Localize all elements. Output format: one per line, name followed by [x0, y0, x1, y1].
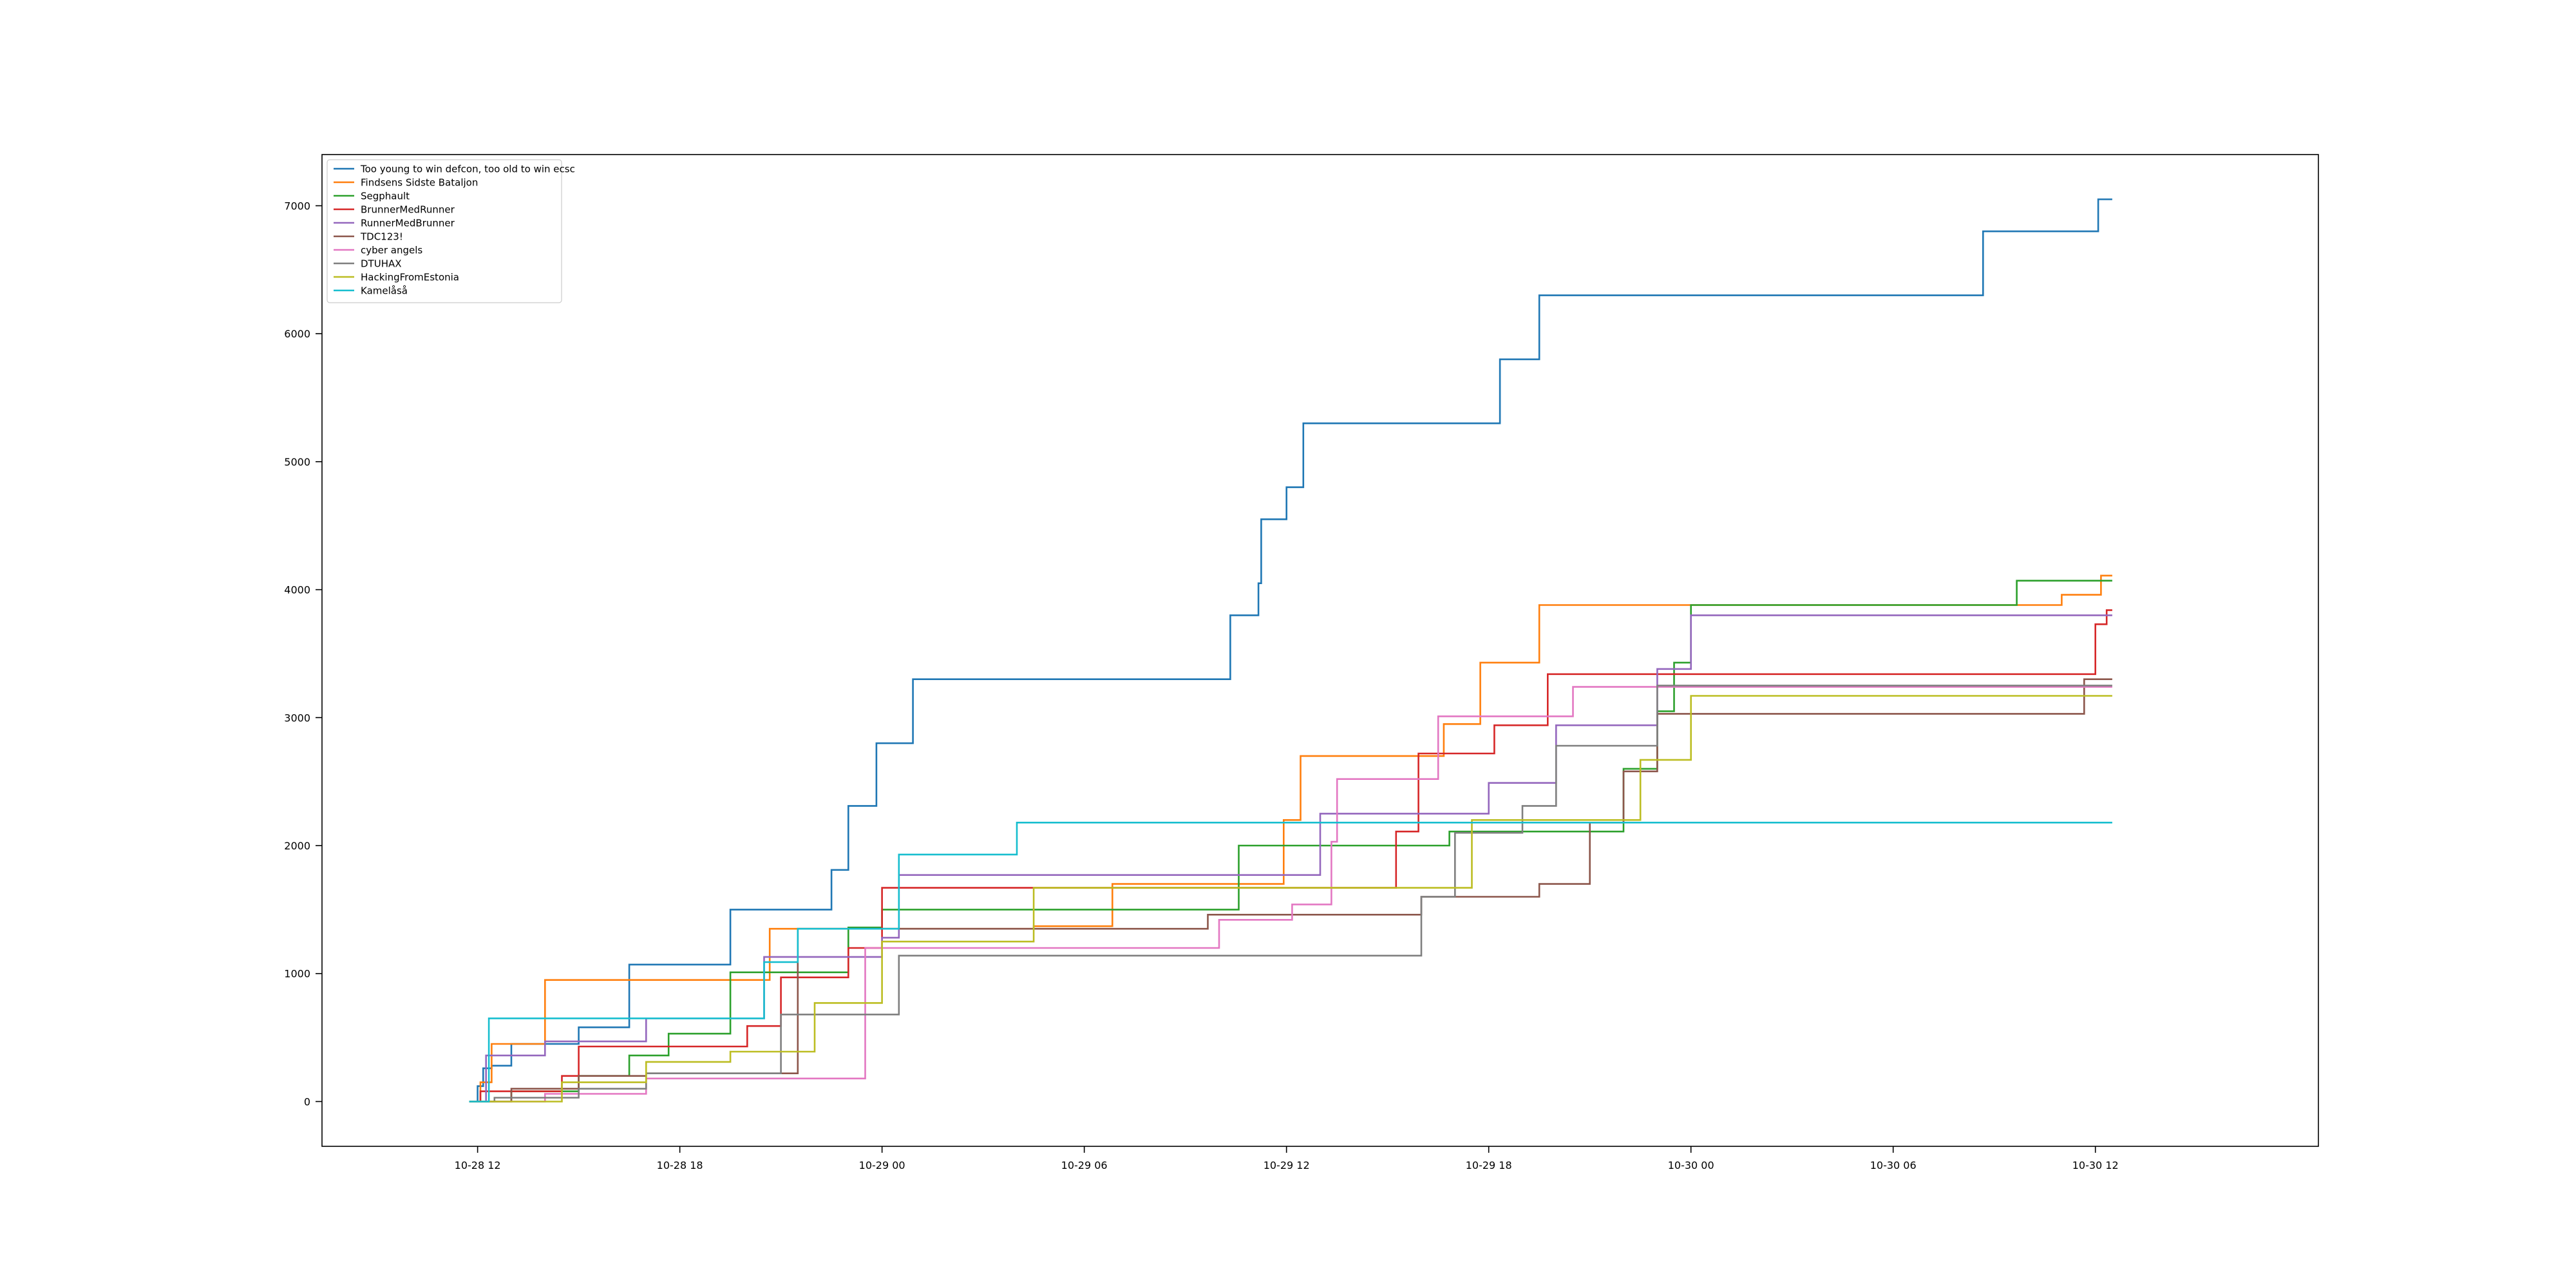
x-tick-label: 10-30 06 — [1870, 1159, 1917, 1171]
series-line-too-young-to-win-defcon-too-old-to-win-ecsc — [469, 198, 2112, 1103]
x-tick-label: 10-30 12 — [2072, 1159, 2119, 1171]
x-tick-label: 10-30 00 — [1668, 1159, 1714, 1171]
legend-label: RunnerMedBrunner — [361, 218, 455, 229]
legend-frame — [327, 159, 562, 303]
legend-label: BrunnerMedRunner — [361, 204, 455, 216]
x-tick-label: 10-28 18 — [657, 1159, 703, 1171]
axis-ticks: 10-28 12 10-28 18 10-29 00 10-29 06 10-29 12… — [284, 200, 2118, 1171]
legend-label: Kamelåså — [361, 285, 408, 297]
y-tick-label: 7000 — [284, 200, 310, 212]
y-tick-label: 1000 — [284, 968, 310, 980]
y-tick-label: 2000 — [284, 840, 310, 852]
series-line-hackingfromestonia — [469, 695, 2112, 1103]
y-tick-label: 3000 — [284, 712, 310, 724]
legend: Too young to win defcon, too old to win … — [327, 159, 575, 303]
legend-label: cyber angels — [361, 245, 422, 256]
legend-label: Too young to win defcon, too old to win … — [360, 164, 575, 175]
y-tick-label: 4000 — [284, 584, 310, 596]
x-tick-label: 10-29 18 — [1466, 1159, 1512, 1171]
legend-label: TDC123! — [360, 231, 403, 243]
legend-label: Findsens Sidste Bataljon — [361, 177, 478, 189]
x-tick-label: 10-29 12 — [1264, 1159, 1310, 1171]
y-tick-label: 6000 — [284, 328, 310, 340]
x-tick-label: 10-29 00 — [859, 1159, 905, 1171]
y-tick-label: 5000 — [284, 456, 310, 468]
series-line-cyber-angels — [469, 686, 2112, 1103]
legend-label: HackingFromEstonia — [361, 272, 459, 283]
legend-label: Segphault — [361, 191, 410, 202]
axes-frame — [321, 154, 2319, 1147]
legend-label: DTUHAX — [361, 258, 402, 270]
y-tick-label: 0 — [304, 1095, 310, 1108]
series-line-kamel-s — [469, 822, 2112, 1103]
series-line-brunnermedrunner — [469, 609, 2112, 1103]
x-tick-label: 10-28 12 — [455, 1159, 501, 1171]
x-tick-label: 10-29 06 — [1061, 1159, 1108, 1171]
plot-area — [469, 198, 2112, 1103]
series-line-dtuhax — [469, 685, 2112, 1103]
